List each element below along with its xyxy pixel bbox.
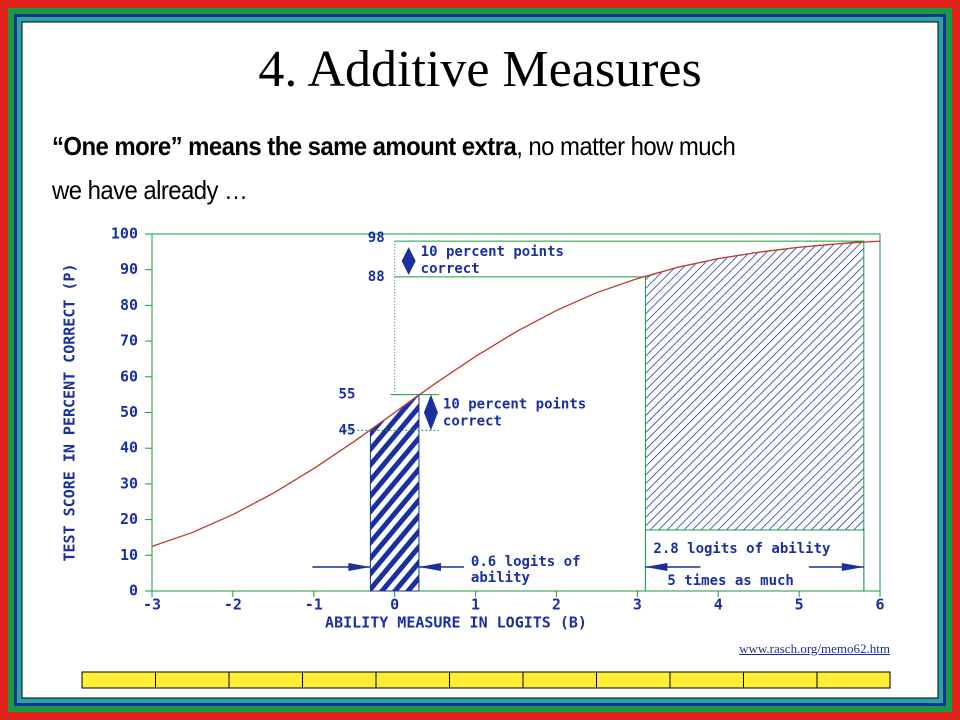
annotation: 10 percent points — [421, 244, 564, 260]
x-tick-label: 1 — [471, 596, 480, 614]
x-tick-label: 6 — [875, 596, 884, 614]
level-label: 98 — [368, 230, 385, 246]
y-tick-label: 90 — [120, 260, 138, 278]
y-axis-label: TEST SCORE IN PERCENT CORRECT (P) — [61, 263, 79, 561]
x-tick-label: 3 — [633, 596, 642, 614]
annotation: correct — [443, 414, 502, 430]
y-tick-label: 0 — [129, 582, 138, 600]
arrow-head — [841, 563, 864, 571]
arrow-head — [348, 563, 371, 571]
x-tick-label: 2 — [552, 596, 561, 614]
y-tick-label: 100 — [111, 225, 138, 243]
level-label: 55 — [339, 387, 356, 403]
y-tick-label: 60 — [120, 367, 138, 385]
annotation: 10 percent points — [443, 397, 586, 413]
annotation: 0.6 logits of — [471, 554, 581, 570]
diamond-arrow — [423, 394, 438, 431]
y-tick-label: 20 — [120, 510, 138, 528]
y-tick-label: 40 — [120, 439, 138, 457]
title: 4. Additive Measures — [258, 41, 702, 98]
subtitle: “One more” means the same amount extra, … — [52, 124, 770, 212]
subtitle-text: , no matter how much we have already … — [52, 131, 736, 205]
annotation: 2.8 logits of ability — [653, 541, 831, 557]
level-label: 88 — [368, 269, 385, 285]
curve — [151, 240, 881, 547]
annotation: correct — [421, 261, 480, 277]
x-tick-label: 0 — [390, 596, 399, 614]
y-tick-label: 10 — [120, 546, 138, 564]
ruler — [81, 671, 891, 689]
annotation: ability — [471, 570, 531, 586]
x-axis-label: ABILITY MEASURE IN LOGITS (B) — [325, 614, 587, 632]
y-tick-label: 30 — [120, 474, 138, 492]
x-tick-label: -1 — [305, 596, 323, 614]
note-box — [644, 529, 865, 592]
y-tick-label: 50 — [120, 403, 138, 421]
annotation: 5 times as much — [667, 573, 793, 589]
y-tick-label: 80 — [120, 296, 138, 314]
subtitle-bold: “One more” means the same amount extra — [52, 131, 517, 161]
diamond-arrow — [401, 247, 416, 275]
x-tick-label: -2 — [224, 596, 242, 614]
source-link[interactable]: www.rasch.org/memo62.htm — [739, 641, 890, 656]
arrow-head — [645, 563, 668, 571]
x-tick-label: 5 — [795, 596, 804, 614]
x-tick-label: 4 — [714, 596, 723, 614]
level-label: 45 — [339, 422, 356, 438]
arrow-head — [418, 563, 441, 571]
y-tick-label: 70 — [120, 332, 138, 350]
x-tick-label: -3 — [143, 596, 161, 614]
